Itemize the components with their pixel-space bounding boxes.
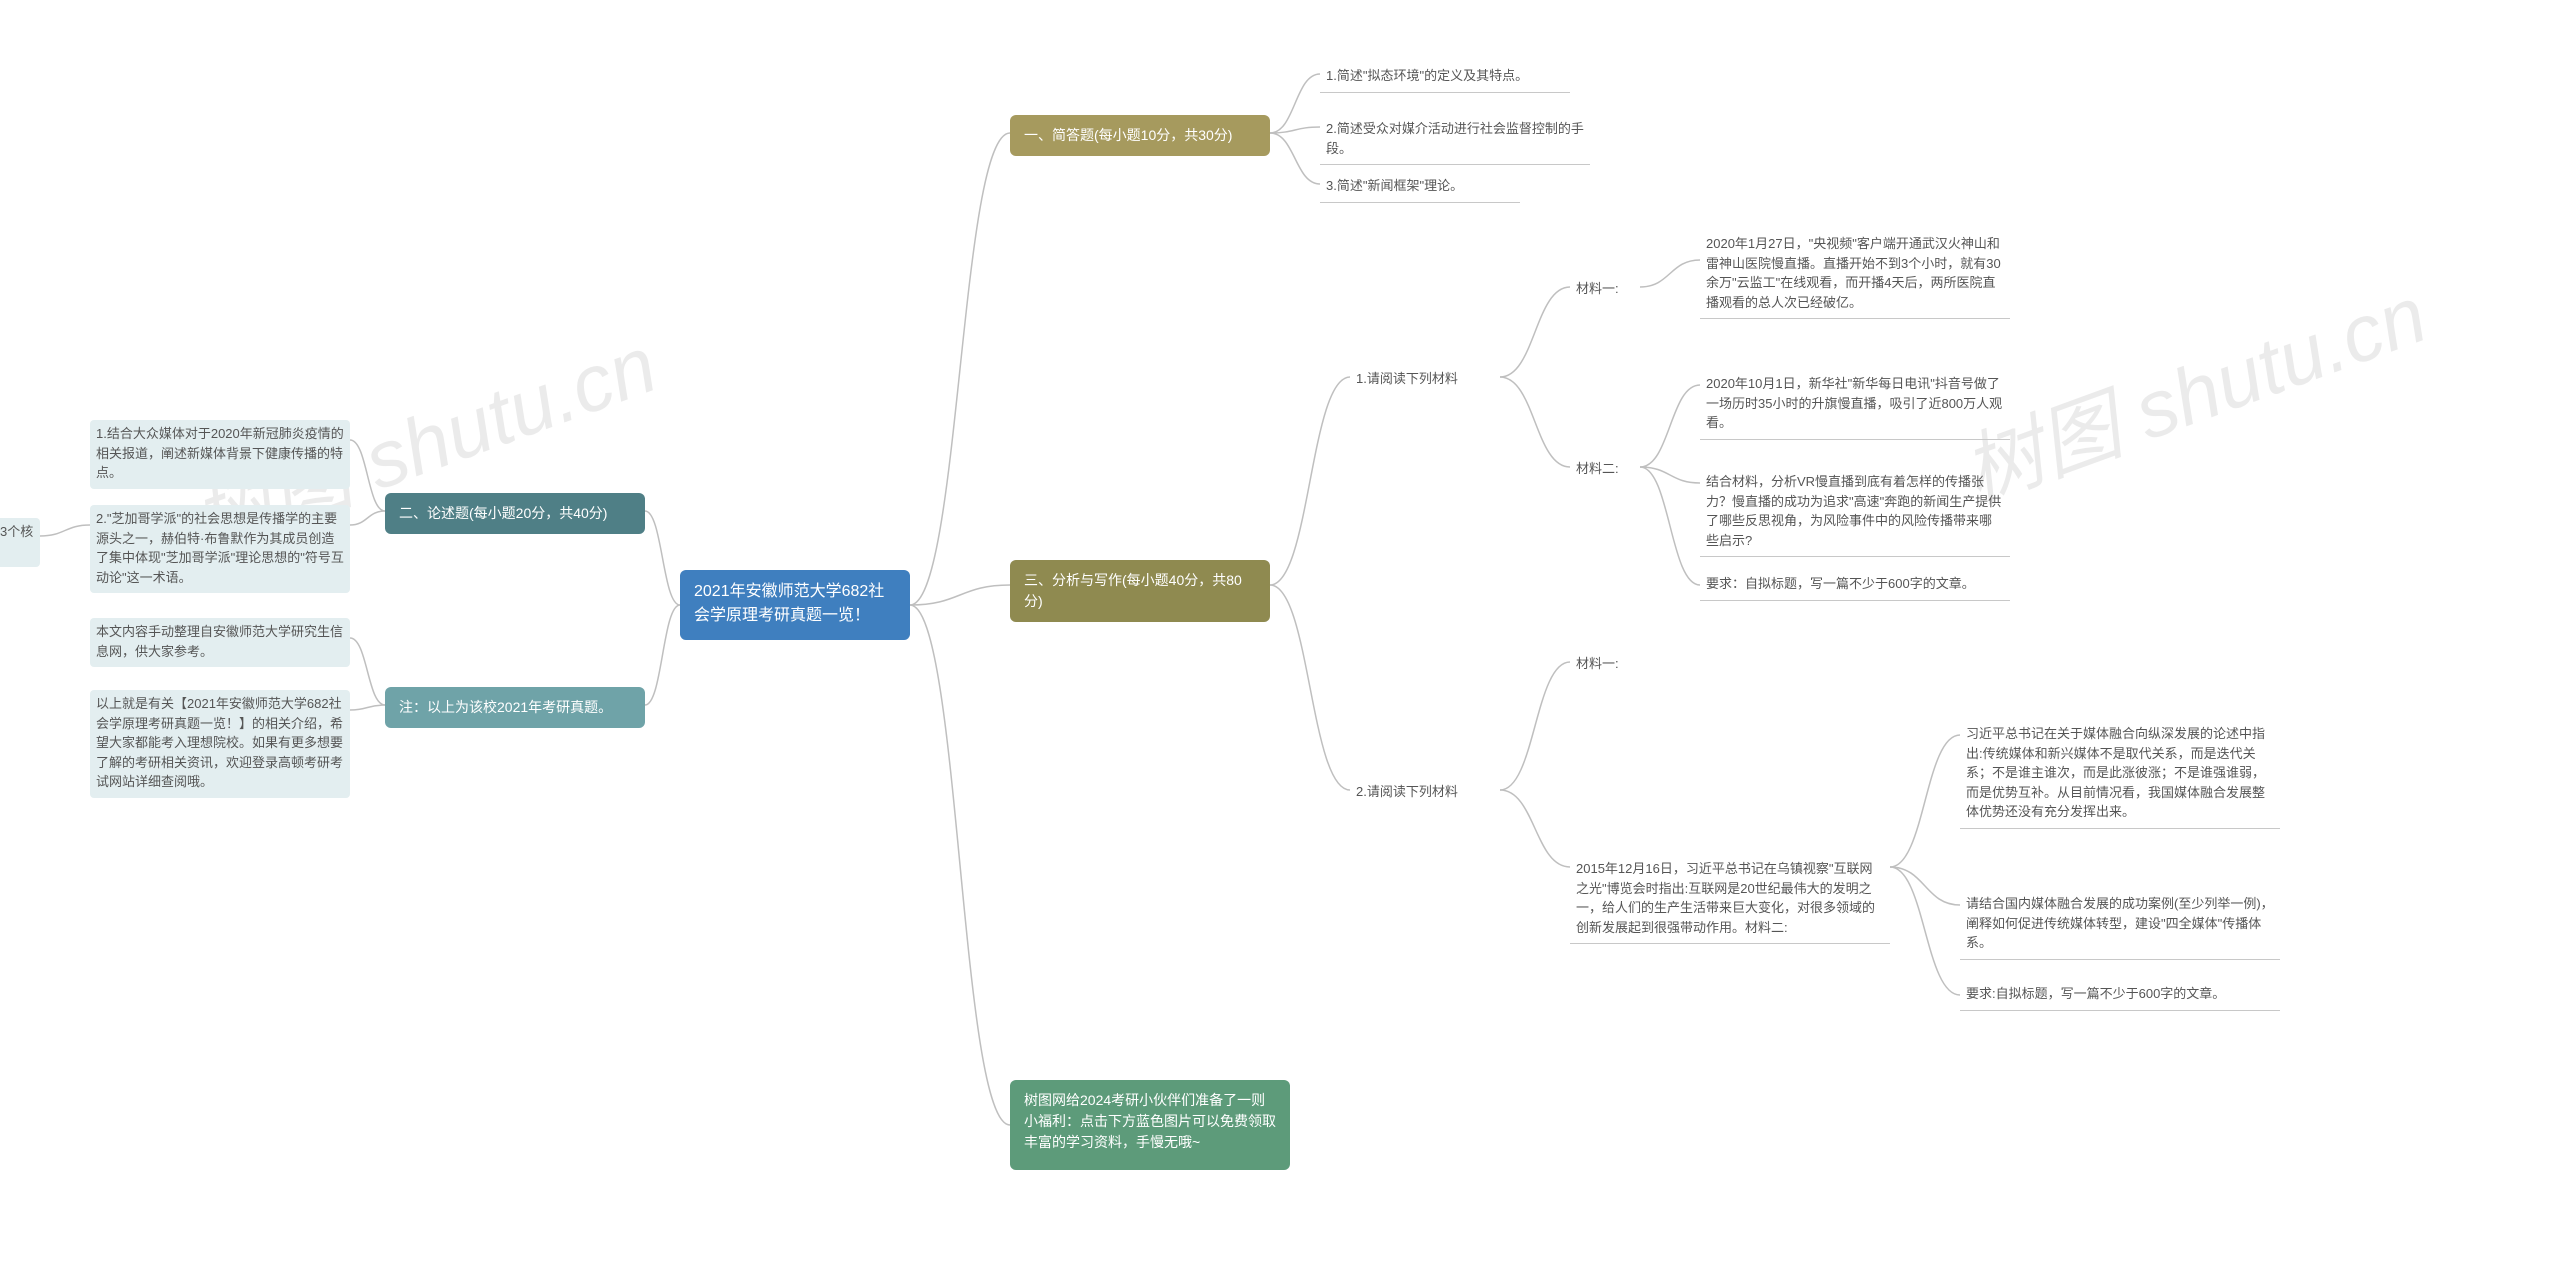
leaf[interactable]: 材料一: — [1570, 650, 1640, 678]
leaf[interactable]: 结合材料，分析VR慢直播到底有着怎样的传播张力？慢直播的成功为追求"高速"奔跑的… — [1700, 468, 2010, 557]
branch-l1[interactable]: 二、论述题(每小题20分，共40分) — [385, 493, 645, 534]
leaf[interactable]: 材料二: — [1570, 455, 1640, 483]
leaf[interactable]: 2020年1月27日，"央视频"客户端开通武汉火神山和雷神山医院慢直播。直播开始… — [1700, 230, 2010, 319]
leaf[interactable]: 请结合案例论述布鲁默研究符号互动论的3个核心假设。 — [0, 518, 40, 567]
leaf[interactable]: 请结合国内媒体融合发展的成功案例(至少列举一例)，阐释如何促进传统媒体转型，建设… — [1960, 890, 2280, 960]
branch-r1[interactable]: 一、简答题(每小题10分，共30分) — [1010, 115, 1270, 156]
leaf[interactable]: 要求:自拟标题，写一篇不少于600字的文章。 — [1960, 980, 2280, 1011]
leaf[interactable]: 3.简述"新闻框架"理论。 — [1320, 172, 1520, 203]
branch-r2[interactable]: 三、分析与写作(每小题40分，共80分) — [1010, 560, 1270, 622]
leaf[interactable]: 习近平总书记在关于媒体融合向纵深发展的论述中指出:传统媒体和新兴媒体不是取代关系… — [1960, 720, 2280, 829]
leaf[interactable]: 材料一: — [1570, 275, 1640, 303]
watermark-2: 树图 shutu.cn — [1945, 251, 2440, 526]
leaf[interactable]: 2015年12月16日，习近平总书记在乌镇视察"互联网之光"博览会时指出:互联网… — [1570, 855, 1890, 944]
leaf[interactable]: 1.结合大众媒体对于2020年新冠肺炎疫情的相关报道，阐述新媒体背景下健康传播的… — [90, 420, 350, 489]
leaf[interactable]: 本文内容手动整理自安徽师范大学研究生信息网，供大家参考。 — [90, 618, 350, 667]
leaf[interactable]: 2.简述受众对媒介活动进行社会监督控制的手段。 — [1320, 115, 1590, 165]
node-r2b[interactable]: 2.请阅读下列材料 — [1350, 778, 1500, 806]
node-r2a[interactable]: 1.请阅读下列材料 — [1350, 365, 1500, 393]
leaf[interactable]: 以上就是有关【2021年安徽师范大学682社会学原理考研真题一览！】的相关介绍，… — [90, 690, 350, 798]
leaf[interactable]: 1.简述"拟态环境"的定义及其特点。 — [1320, 62, 1570, 93]
leaf[interactable]: 2020年10月1日，新华社"新华每日电讯"抖音号做了一场历时35小时的升旗慢直… — [1700, 370, 2010, 440]
root-node[interactable]: 2021年安徽师范大学682社会学原理考研真题一览！ — [680, 570, 910, 640]
branch-r3[interactable]: 树图网给2024考研小伙伴们准备了一则小福利：点击下方蓝色图片可以免费领取丰富的… — [1010, 1080, 1290, 1170]
leaf[interactable]: 2."芝加哥学派"的社会思想是传播学的主要源头之一，赫伯特·布鲁默作为其成员创造… — [90, 505, 350, 593]
branch-l2[interactable]: 注：以上为该校2021年考研真题。 — [385, 687, 645, 728]
leaf[interactable]: 要求：自拟标题，写一篇不少于600字的文章。 — [1700, 570, 2010, 601]
